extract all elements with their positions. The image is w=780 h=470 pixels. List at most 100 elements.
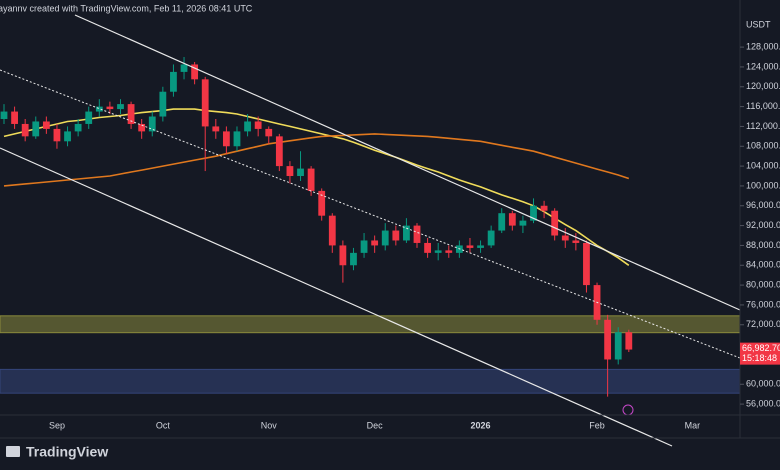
chart-title: ayannv created with TradingView.com, Feb… (0, 3, 253, 13)
axes: 56,000.00 60,000.00 72,000.00 76,000.00 80,0… (49, 41, 780, 430)
y-tick-label: 116,000.00 (746, 101, 780, 111)
upper-trendline (74, 14, 741, 311)
candle-body (604, 319, 612, 360)
x-tick-label: Dec (367, 420, 384, 430)
candle-body (222, 131, 230, 147)
candle-body (403, 225, 410, 241)
candle-body (254, 121, 262, 129)
y-tick-label: 120,000.00 (746, 81, 780, 91)
candle-body (180, 64, 188, 72)
candle-body (201, 79, 209, 127)
y-tick-label: 60,000.00 (746, 379, 780, 389)
candle-body (106, 106, 114, 110)
candle-body (170, 71, 177, 92)
candle-body (392, 230, 400, 241)
y-tick-label: 56,000.00 (746, 398, 780, 408)
candle-body (0, 111, 8, 119)
y-tick-label: 88,000.00 (746, 240, 780, 250)
y-tick-label: 92,000.00 (746, 220, 780, 230)
candle-body (434, 250, 442, 253)
x-tick-label: Mar (685, 420, 701, 430)
candle-body (148, 116, 156, 132)
candle-body (191, 64, 199, 80)
candle-body (498, 213, 506, 231)
x-tick-label: Oct (156, 420, 171, 430)
candle-body (466, 245, 474, 248)
candle-body (551, 210, 559, 236)
mid-trendline (0, 69, 741, 359)
y-tick-label: 76,000.00 (746, 299, 780, 309)
last-price-tag (740, 342, 780, 365)
candle-body (233, 131, 241, 147)
candle-body (275, 136, 283, 167)
candle-body (530, 205, 537, 221)
candle-body (508, 213, 516, 226)
candle-body (413, 225, 421, 243)
candle-body (339, 245, 347, 266)
candle-body (318, 190, 326, 216)
candle-body (424, 242, 431, 253)
candle-body (21, 123, 29, 137)
candle-body (371, 240, 379, 246)
candle-body (561, 235, 569, 241)
countdown-label: 15:18:48 (742, 353, 777, 363)
moving-average (3, 108, 630, 266)
candle-body (32, 121, 40, 137)
y-tick-label: 84,000.00 (746, 260, 780, 270)
candle-body (85, 111, 93, 124)
candle-body (265, 128, 273, 137)
candle-body (127, 104, 135, 124)
y-tick-label: 72,000.00 (746, 319, 780, 329)
logo: TradingView (6, 444, 108, 460)
currency-label: USDT (746, 19, 771, 29)
candle-body (159, 91, 167, 117)
candle-body (519, 220, 527, 226)
zones (0, 315, 741, 394)
x-tick-label: Feb (589, 420, 605, 430)
y-tick-label: 124,000.00 (746, 61, 780, 71)
candle-body (11, 111, 18, 124)
candle-body (307, 168, 315, 191)
candle-body (540, 205, 548, 211)
candle-body (212, 126, 220, 132)
candle-body (583, 242, 590, 286)
plot (0, 57, 633, 397)
candle-body (53, 128, 61, 142)
candle-body (614, 332, 622, 360)
candle-body (286, 166, 294, 177)
candle-body (477, 245, 484, 248)
candle-body (64, 131, 71, 142)
candle-body (625, 332, 633, 350)
last-price-label: 66,982.70 (742, 343, 780, 353)
y-tick-label: 96,000.00 (746, 200, 780, 210)
moving-average (3, 133, 630, 187)
y-tick-label: 128,000.00 (746, 41, 780, 51)
candle-body (572, 240, 580, 243)
y-tick-label: 80,000.00 (746, 279, 780, 289)
candle-body (42, 121, 50, 129)
y-tick-label: 104,000.00 (746, 160, 780, 170)
y-tick-label: 108,000.00 (746, 141, 780, 151)
candle-body (95, 106, 103, 112)
candle-body (138, 123, 146, 132)
candle-body (74, 123, 82, 132)
candle-body (297, 168, 304, 177)
candle-body (328, 215, 336, 246)
y-tick-label: 100,000.00 (746, 180, 780, 190)
candle-body (350, 252, 357, 266)
candle-body (445, 250, 453, 253)
candle-body (360, 240, 368, 253)
x-tick-label: Sep (49, 420, 65, 430)
candle-body (244, 121, 251, 132)
x-tick-label: 2026 (471, 420, 491, 430)
logo-icon (6, 446, 20, 457)
zone (0, 368, 741, 394)
brand: TradingView (26, 444, 108, 460)
candle-body (117, 104, 124, 110)
y-tick-label: 112,000.00 (746, 121, 780, 131)
candle-body (487, 230, 495, 246)
candle-body (381, 230, 389, 246)
